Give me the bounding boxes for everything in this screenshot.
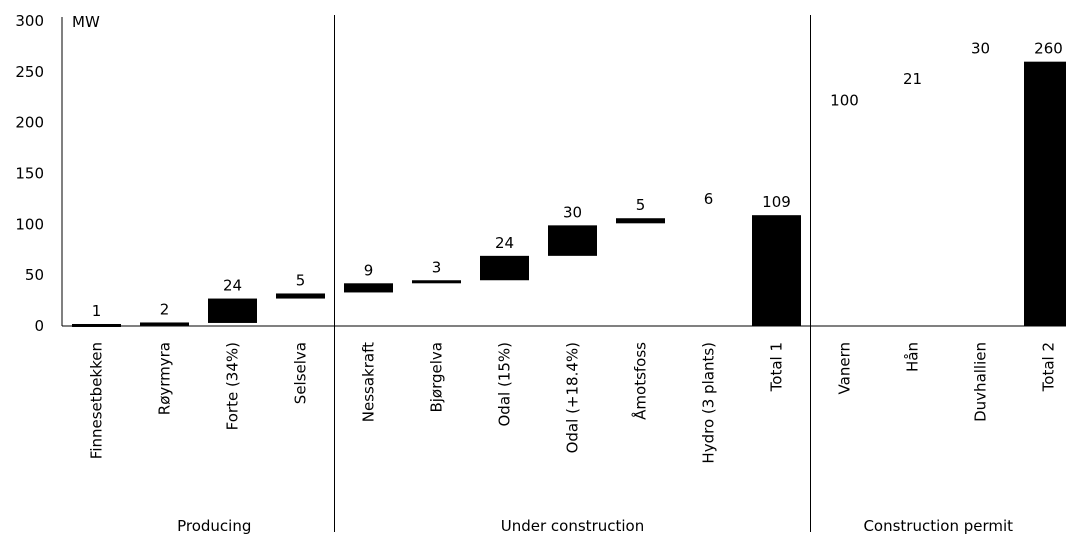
- data-label: 1: [92, 302, 102, 320]
- y-tick-label: 300: [15, 12, 44, 30]
- category-label: Hån: [904, 342, 922, 372]
- bar: [276, 293, 325, 299]
- bar: [344, 283, 393, 293]
- bar: [616, 218, 665, 224]
- category-label: Bjørgelva: [428, 342, 446, 413]
- category-labels: Finnesetbekken Røyrmyra Forte (34%) Selselv…: [88, 342, 1058, 464]
- data-labels: 1 2 24 5 9 3 24 30 5 6 109 100 21 30 260: [92, 39, 1063, 320]
- bar: [480, 255, 529, 281]
- data-label: 5: [636, 196, 646, 214]
- bar: [208, 298, 257, 323]
- bar: [412, 280, 461, 284]
- bar: [72, 323, 121, 327]
- category-label: Finnesetbekken: [88, 342, 106, 459]
- data-label: 6: [704, 190, 714, 208]
- bar: [752, 215, 801, 326]
- data-label: 3: [432, 258, 442, 276]
- category-label: Selselva: [292, 342, 310, 404]
- category-label: Odal (+18.4%): [564, 342, 582, 453]
- y-tick-label: 250: [15, 63, 44, 81]
- group-labels: Producing Under construction Construction …: [177, 517, 1013, 535]
- unit-label: MW: [72, 13, 100, 31]
- y-tick-label: 200: [15, 114, 44, 132]
- data-label: 2: [160, 300, 170, 318]
- category-label: Forte (34%): [224, 342, 242, 430]
- data-label: 260: [1034, 40, 1063, 58]
- data-label: 9: [364, 261, 374, 279]
- group-label: Under construction: [501, 517, 644, 535]
- data-label: 24: [223, 277, 242, 295]
- y-tick-label: 150: [15, 165, 44, 183]
- y-tick-label: 100: [15, 215, 44, 233]
- group-dividers: [334, 15, 811, 532]
- category-label: Total 2: [1040, 342, 1058, 392]
- data-label: 24: [495, 234, 514, 252]
- category-label: Nessakraft: [360, 342, 378, 422]
- group-label: Producing: [177, 517, 251, 535]
- data-label: 30: [971, 39, 990, 57]
- category-label: Vanern: [836, 342, 854, 394]
- bars: [72, 61, 1066, 327]
- y-tick-label: 0: [34, 317, 44, 335]
- category-label: Duvhallien: [972, 342, 990, 422]
- data-label: 30: [563, 203, 582, 221]
- data-label: 5: [296, 271, 306, 289]
- category-label: Hydro (3 plants): [700, 342, 718, 464]
- category-label: Røyrmyra: [156, 342, 174, 415]
- bar: [1024, 61, 1066, 327]
- y-tick-label: 50: [25, 266, 44, 284]
- category-label: Åmotsfoss: [631, 342, 650, 420]
- y-axis: 0 50 100 150 200 250 300: [15, 12, 1066, 335]
- category-label: Total 1: [768, 342, 786, 392]
- group-label: Construction permit: [863, 517, 1013, 535]
- category-label: Odal (15%): [496, 342, 514, 427]
- data-label: 109: [762, 193, 791, 211]
- bar: [548, 225, 597, 256]
- data-label: 100: [830, 91, 859, 109]
- bar: [140, 322, 189, 326]
- data-label: 21: [903, 70, 922, 88]
